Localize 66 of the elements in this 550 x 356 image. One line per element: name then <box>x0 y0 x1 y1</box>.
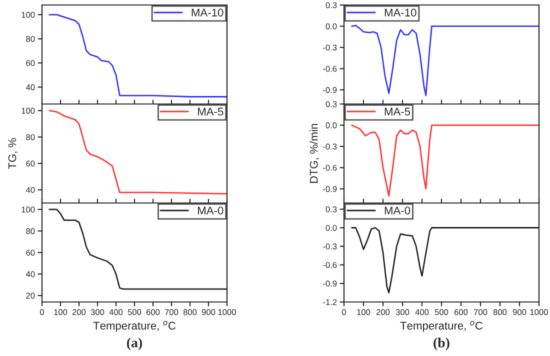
x-tick-label: 400 <box>109 309 123 316</box>
y-tick-label: -0.3 <box>323 144 337 150</box>
y-tick-label: 40 <box>26 271 35 278</box>
y-tick-label: 0.0 <box>326 23 337 30</box>
line-series <box>351 124 539 197</box>
y-tick-label: 0.0 <box>326 122 337 128</box>
x-tick-label: 500 <box>434 309 448 316</box>
x-tick-label: 600 <box>146 309 160 316</box>
x-tick-label: 100 <box>357 309 370 316</box>
x-tick-label: 100 <box>54 309 68 316</box>
y-axis-title: DTG, %/min <box>310 124 320 183</box>
x-tick-label: 200 <box>72 309 86 316</box>
y-tick-label: -0.6 <box>323 262 337 268</box>
y-tick-label: 100 <box>22 108 35 114</box>
y-tick-label: 0.3 <box>326 206 337 212</box>
y-tick-label: 80 <box>26 134 35 140</box>
x-tick-label: 600 <box>454 309 468 316</box>
y-tick-label: 0.3 <box>326 2 337 8</box>
line-series <box>351 24 539 96</box>
line-series <box>48 110 227 194</box>
y-tick-label: 80 <box>26 36 35 42</box>
y-tick-label: 80 <box>26 228 35 234</box>
y-tick-label: 20 <box>26 292 35 299</box>
y-tick-label: 0.0 <box>326 224 337 231</box>
y-tick-label: 60 <box>26 160 35 166</box>
legend-label: MA-0 <box>384 206 410 214</box>
y-tick-label: 0.3 <box>326 101 337 108</box>
y-tick-label: 40 <box>26 84 35 90</box>
text: (a) <box>127 338 142 350</box>
x-tick-label: 300 <box>396 309 410 316</box>
text: (b) <box>434 338 450 350</box>
x-tick-label: 400 <box>415 309 429 316</box>
legend-label: MA-10 <box>192 8 224 16</box>
x-tick-label: 700 <box>164 309 178 316</box>
legend-label: MA-0 <box>198 206 224 214</box>
y-tick-label: -1.2 <box>323 299 337 306</box>
y-tick-label: 100 <box>22 206 35 213</box>
legend-label: MA-5 <box>198 108 224 116</box>
y-tick-label: 60 <box>26 250 35 256</box>
x-tick-label: 500 <box>128 309 142 316</box>
y-tick-label: -0.9 <box>323 87 337 93</box>
x-axis-title: Temperature, $^{o}$C <box>400 320 483 332</box>
y-tick-label: -0.3 <box>323 44 337 51</box>
x-tick-label: 900 <box>512 309 526 316</box>
y-axis-title: TG, % <box>8 138 18 169</box>
legend-label: MA-10 <box>384 8 416 16</box>
x-tick-label: 700 <box>474 309 488 316</box>
x-axis-title: Temperature, $^{o}$C <box>93 320 176 332</box>
y-tick-label: -0.6 <box>323 164 337 171</box>
x-tick-label: 0 <box>40 309 44 316</box>
x-tick-label: 900 <box>202 309 216 316</box>
y-tick-label: -0.9 <box>323 280 337 287</box>
y-tick-label: -0.9 <box>323 186 337 192</box>
x-tick-label: 300 <box>90 309 104 316</box>
y-tick-label: -0.3 <box>323 244 337 250</box>
y-tick-label: 60 <box>26 60 35 66</box>
x-tick-label: 800 <box>493 309 507 316</box>
x-tick-label: 0 <box>342 309 346 316</box>
y-tick-label: 40 <box>26 187 35 193</box>
x-tick-label: 1000 <box>218 309 236 316</box>
y-tick-label: -0.6 <box>323 66 337 72</box>
y-tick-label: 100 <box>22 12 35 18</box>
x-tick-label: 1000 <box>530 309 548 316</box>
x-tick-label: 200 <box>376 309 390 316</box>
x-tick-label: 800 <box>183 309 197 316</box>
legend-label: MA-5 <box>384 108 410 116</box>
